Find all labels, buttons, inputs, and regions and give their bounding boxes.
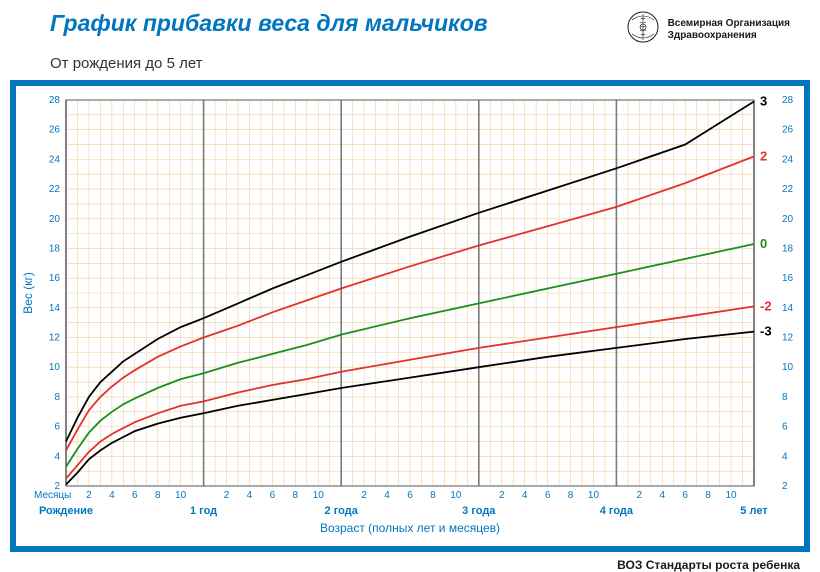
svg-text:8: 8 [54,392,60,403]
svg-text:22: 22 [49,184,61,195]
page-subtitle: От рождения до 5 лет [50,55,820,72]
svg-text:28: 28 [49,95,61,106]
who-logo-icon [626,10,660,49]
svg-text:Месяцы: Месяцы [34,490,71,501]
svg-text:2 года: 2 года [325,505,359,517]
svg-text:4: 4 [384,490,390,501]
svg-text:4: 4 [522,490,528,501]
svg-text:5 лет: 5 лет [740,505,768,517]
svg-text:26: 26 [782,125,794,136]
svg-text:6: 6 [54,422,60,433]
svg-text:16: 16 [782,273,794,284]
svg-text:8: 8 [568,490,574,501]
svg-text:18: 18 [782,243,794,254]
svg-text:10: 10 [49,362,61,373]
who-org-name: Всемирная Организация Здравоохранения [668,18,790,41]
svg-text:12: 12 [782,333,794,344]
svg-text:6: 6 [132,490,138,501]
svg-text:2: 2 [760,148,767,163]
svg-text:20: 20 [49,214,61,225]
svg-text:2: 2 [361,490,367,501]
svg-text:24: 24 [49,154,61,165]
svg-text:3 года: 3 года [462,505,496,517]
svg-text:24: 24 [782,154,794,165]
header: График прибавки веса для мальчиков Всеми… [0,0,820,51]
svg-text:10: 10 [726,490,738,501]
svg-text:8: 8 [293,490,299,501]
svg-text:10: 10 [588,490,600,501]
svg-text:1 год: 1 год [190,505,217,517]
svg-text:2: 2 [499,490,505,501]
svg-text:26: 26 [49,125,61,136]
svg-text:6: 6 [270,490,276,501]
svg-text:12: 12 [49,333,61,344]
svg-text:2: 2 [637,490,643,501]
svg-text:14: 14 [49,303,61,314]
svg-text:Вес (кг): Вес (кг) [21,272,35,314]
svg-text:8: 8 [782,392,788,403]
svg-text:4: 4 [54,451,60,462]
svg-text:10: 10 [175,490,187,501]
svg-text:8: 8 [430,490,436,501]
svg-text:4: 4 [247,490,253,501]
svg-text:8: 8 [155,490,161,501]
svg-text:28: 28 [782,95,794,106]
svg-text:Возраст (полных лет и месяцев): Возраст (полных лет и месяцев) [320,521,500,535]
svg-text:6: 6 [407,490,413,501]
svg-text:4: 4 [782,451,788,462]
svg-text:8: 8 [705,490,711,501]
svg-text:2: 2 [224,490,230,501]
svg-text:14: 14 [782,303,794,314]
svg-text:4: 4 [109,490,115,501]
svg-text:-2: -2 [760,298,772,313]
chart-frame: 320-2-3224466881010121214141616181820202… [10,80,810,552]
svg-text:6: 6 [682,490,688,501]
svg-text:10: 10 [313,490,325,501]
svg-text:2: 2 [782,481,788,492]
svg-text:-3: -3 [760,324,772,339]
svg-text:6: 6 [545,490,551,501]
svg-text:10: 10 [782,362,794,373]
svg-text:3: 3 [760,93,767,108]
svg-text:20: 20 [782,214,794,225]
svg-text:10: 10 [450,490,462,501]
growth-chart: 320-2-3224466881010121214141616181820202… [16,86,804,546]
svg-text:4: 4 [659,490,665,501]
svg-text:0: 0 [760,236,767,251]
svg-text:6: 6 [782,422,788,433]
page-title: График прибавки веса для мальчиков [50,10,488,37]
who-logo-block: Всемирная Организация Здравоохранения [626,10,790,49]
footer-text: ВОЗ Стандарты роста ребенка [0,552,820,572]
svg-text:16: 16 [49,273,61,284]
svg-text:18: 18 [49,243,61,254]
svg-text:4 года: 4 года [600,505,634,517]
svg-text:Рождение: Рождение [39,505,93,517]
svg-text:22: 22 [782,184,794,195]
svg-text:2: 2 [86,490,92,501]
